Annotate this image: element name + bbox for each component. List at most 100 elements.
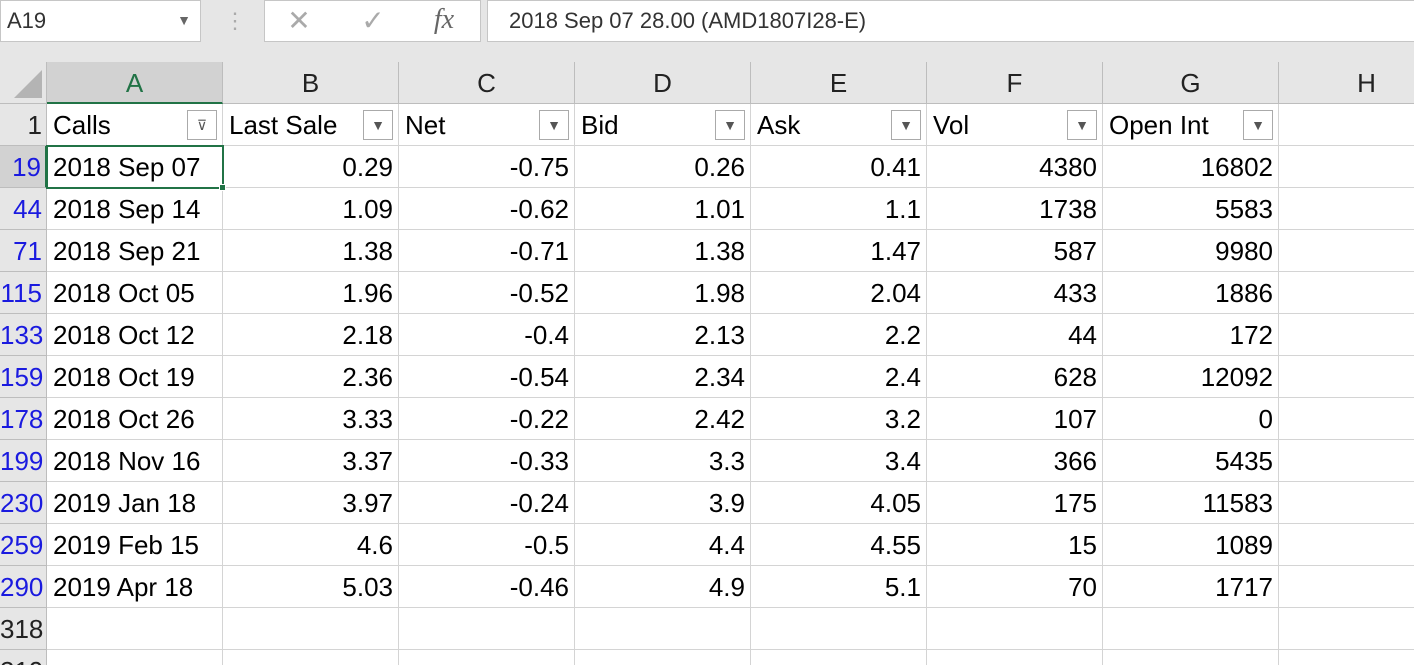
header-cell[interactable]: Last Sale: [223, 104, 399, 146]
empty-cell[interactable]: [575, 650, 751, 665]
cell[interactable]: 4380: [927, 146, 1103, 188]
cell[interactable]: -0.24: [399, 482, 575, 524]
cell[interactable]: 1738: [927, 188, 1103, 230]
filter-button[interactable]: ▼: [539, 110, 569, 140]
cell[interactable]: 5435: [1103, 440, 1279, 482]
empty-cell[interactable]: [751, 650, 927, 665]
fill-handle[interactable]: [219, 184, 226, 191]
row-header[interactable]: 19: [0, 146, 47, 188]
empty-cell[interactable]: [47, 608, 223, 650]
cell[interactable]: -0.46: [399, 566, 575, 608]
cell[interactable]: 3.33: [223, 398, 399, 440]
cell[interactable]: 175: [927, 482, 1103, 524]
cell[interactable]: 4.4: [575, 524, 751, 566]
cell[interactable]: 0: [1103, 398, 1279, 440]
row-header[interactable]: 259: [0, 524, 47, 566]
empty-cell[interactable]: [1279, 356, 1414, 398]
empty-cell[interactable]: [1279, 608, 1414, 650]
cell[interactable]: 2018 Oct 12: [47, 314, 223, 356]
name-box[interactable]: A19: [0, 0, 201, 42]
empty-cell[interactable]: [1279, 566, 1414, 608]
filter-button[interactable]: ⊽: [187, 110, 217, 140]
cell[interactable]: 2.4: [751, 356, 927, 398]
row-header[interactable]: 230: [0, 482, 47, 524]
cell[interactable]: 628: [927, 356, 1103, 398]
cell[interactable]: 2018 Sep 07: [47, 146, 223, 188]
empty-cell[interactable]: [399, 650, 575, 665]
column-header[interactable]: H: [1279, 62, 1414, 104]
enter-button[interactable]: ✓: [361, 5, 385, 36]
cell[interactable]: 0.26: [575, 146, 751, 188]
cell[interactable]: 0.41: [751, 146, 927, 188]
cell[interactable]: 1.98: [575, 272, 751, 314]
row-header[interactable]: 44: [0, 188, 47, 230]
column-header[interactable]: C: [399, 62, 575, 104]
cell[interactable]: 1.1: [751, 188, 927, 230]
empty-cell[interactable]: [1279, 146, 1414, 188]
empty-cell[interactable]: [47, 650, 223, 665]
cell[interactable]: 107: [927, 398, 1103, 440]
cell[interactable]: 1.96: [223, 272, 399, 314]
cell[interactable]: 70: [927, 566, 1103, 608]
cell[interactable]: 4.9: [575, 566, 751, 608]
empty-cell[interactable]: [1279, 524, 1414, 566]
cell[interactable]: 2018 Sep 14: [47, 188, 223, 230]
cell[interactable]: 1.47: [751, 230, 927, 272]
cell[interactable]: 587: [927, 230, 1103, 272]
filter-button[interactable]: ▼: [363, 110, 393, 140]
column-header[interactable]: G: [1103, 62, 1279, 104]
cell[interactable]: 2019 Jan 18: [47, 482, 223, 524]
cell[interactable]: 16802: [1103, 146, 1279, 188]
column-header[interactable]: E: [751, 62, 927, 104]
cell[interactable]: 1.38: [575, 230, 751, 272]
empty-cell[interactable]: [751, 608, 927, 650]
empty-cell[interactable]: [1279, 440, 1414, 482]
cell[interactable]: 5.1: [751, 566, 927, 608]
filter-button[interactable]: ▼: [715, 110, 745, 140]
empty-cell[interactable]: [1279, 230, 1414, 272]
insert-function-button[interactable]: fx: [433, 4, 455, 35]
cell[interactable]: 2018 Oct 26: [47, 398, 223, 440]
row-header[interactable]: 159: [0, 356, 47, 398]
empty-cell[interactable]: [223, 608, 399, 650]
cell[interactable]: 4.05: [751, 482, 927, 524]
empty-cell[interactable]: [399, 608, 575, 650]
row-header[interactable]: 318: [0, 608, 47, 650]
empty-cell[interactable]: [1103, 650, 1279, 665]
cell[interactable]: 11583: [1103, 482, 1279, 524]
empty-cell[interactable]: [1279, 650, 1414, 665]
cell[interactable]: 1089: [1103, 524, 1279, 566]
cell[interactable]: -0.71: [399, 230, 575, 272]
cell[interactable]: 12092: [1103, 356, 1279, 398]
cell[interactable]: 3.9: [575, 482, 751, 524]
cell[interactable]: 433: [927, 272, 1103, 314]
row-header[interactable]: 199: [0, 440, 47, 482]
cell[interactable]: 172: [1103, 314, 1279, 356]
cell[interactable]: 3.97: [223, 482, 399, 524]
column-header[interactable]: B: [223, 62, 399, 104]
row-header[interactable]: 319: [0, 650, 47, 665]
cell[interactable]: 366: [927, 440, 1103, 482]
empty-cell[interactable]: [223, 650, 399, 665]
empty-cell[interactable]: [1279, 482, 1414, 524]
cell[interactable]: 3.4: [751, 440, 927, 482]
name-box-dropdown[interactable]: ▼: [177, 12, 191, 28]
cell[interactable]: -0.52: [399, 272, 575, 314]
row-header[interactable]: 1: [0, 104, 47, 146]
cell[interactable]: -0.75: [399, 146, 575, 188]
empty-cell[interactable]: [927, 608, 1103, 650]
cell[interactable]: 2.36: [223, 356, 399, 398]
cell[interactable]: 1.09: [223, 188, 399, 230]
cell[interactable]: 2.42: [575, 398, 751, 440]
cell[interactable]: 15: [927, 524, 1103, 566]
cell[interactable]: 2019 Apr 18: [47, 566, 223, 608]
column-header[interactable]: F: [927, 62, 1103, 104]
row-header[interactable]: 133: [0, 314, 47, 356]
empty-cell[interactable]: [1279, 314, 1414, 356]
header-cell[interactable]: Net: [399, 104, 575, 146]
cell[interactable]: 4.55: [751, 524, 927, 566]
empty-cell[interactable]: [927, 650, 1103, 665]
cell[interactable]: 2.18: [223, 314, 399, 356]
cell[interactable]: 2018 Oct 05: [47, 272, 223, 314]
cell[interactable]: 2018 Oct 19: [47, 356, 223, 398]
